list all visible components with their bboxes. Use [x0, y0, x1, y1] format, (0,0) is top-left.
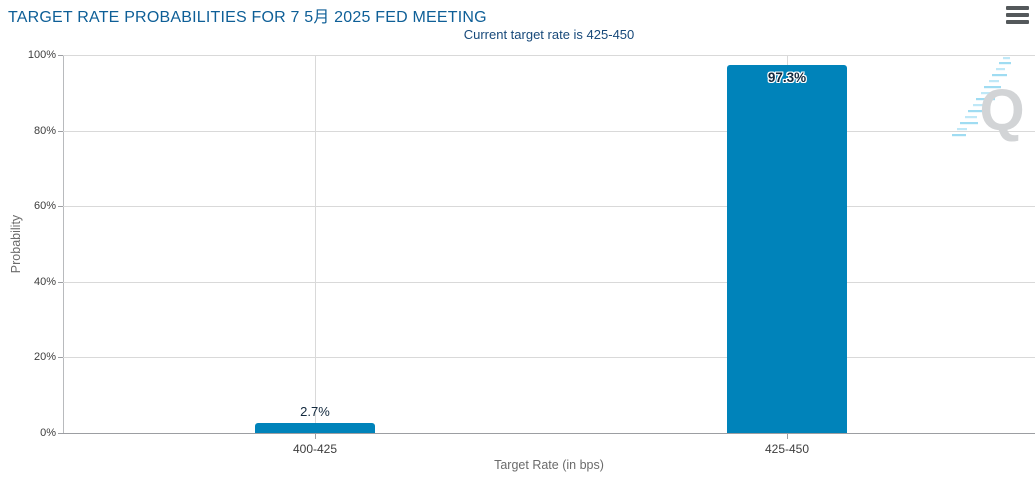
x-tick	[315, 434, 316, 439]
y-tick-label: 100%	[27, 49, 56, 61]
y-tick-label: 60%	[33, 200, 56, 212]
y-tick	[58, 357, 63, 358]
bar-value-label: 97.3%	[767, 70, 807, 85]
chart-subtitle: Current target rate is 425-450	[463, 27, 635, 42]
y-gridline	[63, 433, 1035, 434]
y-gridline	[63, 55, 1035, 56]
y-gridline	[63, 206, 1035, 207]
y-tick-label: 20%	[33, 351, 56, 363]
x-gridline	[315, 55, 316, 433]
y-tick	[58, 282, 63, 283]
bar-425-450[interactable]	[727, 65, 847, 433]
bar-value-label: 2.7%	[300, 404, 330, 419]
x-tick-label: 400-425	[292, 442, 338, 456]
menu-button[interactable]	[1004, 5, 1031, 27]
y-tick	[58, 206, 63, 207]
y-tick-label: 0%	[40, 427, 56, 439]
y-tick	[58, 55, 63, 56]
chart-title: TARGET RATE PROBABILITIES FOR 7 5月 2025 …	[8, 9, 487, 26]
y-tick-label: 80%	[33, 125, 56, 137]
y-axis-title: Probability	[9, 214, 23, 274]
x-tick	[787, 434, 788, 439]
x-tick-label: 425-450	[764, 442, 810, 456]
y-axis-line	[63, 55, 64, 433]
x-axis-title: Target Rate (in bps)	[494, 458, 604, 472]
y-tick-label: 40%	[33, 276, 56, 288]
y-tick	[58, 433, 63, 434]
y-gridline	[63, 131, 1035, 132]
y-gridline	[63, 282, 1035, 283]
y-tick	[58, 131, 63, 132]
hamburger-menu-icon	[1006, 6, 1029, 24]
y-gridline	[63, 357, 1035, 358]
bar-400-425[interactable]	[255, 423, 375, 433]
